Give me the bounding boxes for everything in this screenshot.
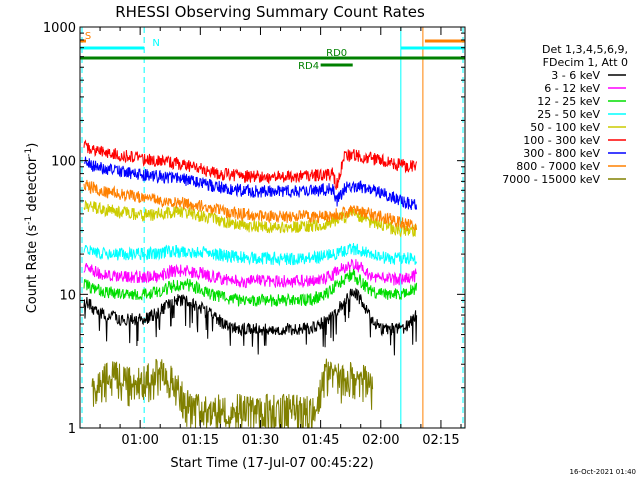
- x-tick-label-2: 01:30: [242, 433, 279, 448]
- legend-label-1: 6 - 12 keV: [544, 82, 600, 95]
- series-line-1: [83, 258, 418, 289]
- state-flag-label-RD0: RD0: [326, 48, 347, 59]
- x-tick-label-4: 02:00: [362, 433, 399, 448]
- series-line-6: [83, 156, 418, 210]
- legend-label-8: 7000 - 15000 keV: [502, 173, 600, 186]
- state-flag-label-RD4: RD4: [298, 61, 319, 72]
- legend-label-5: 100 - 300 keV: [523, 134, 600, 147]
- x-tick-label-5: 02:15: [422, 433, 459, 448]
- legend-label-3: 25 - 50 keV: [537, 108, 600, 121]
- state-flag-label-N: N: [152, 38, 159, 49]
- y-tick-label-1: 10: [59, 288, 76, 303]
- legend-label-7: 800 - 7000 keV: [516, 160, 600, 173]
- legend-label-2: 12 - 25 keV: [537, 95, 600, 108]
- footer-timestamp: 16-Oct-2021 01:40: [570, 468, 636, 476]
- series-line-5: [83, 139, 418, 190]
- y-tick-label-3: 1000: [43, 21, 76, 36]
- legend-header-line-2: FDecim 1, Att 0: [543, 56, 628, 69]
- series-line-3: [83, 242, 418, 267]
- series-line-4: [83, 200, 418, 239]
- time-markers: [81, 27, 464, 428]
- legend-label-0: 3 - 6 keV: [551, 69, 600, 82]
- chart-title: RHESSI Observing Summary Count Rates: [115, 3, 425, 21]
- series-line-8: [91, 358, 374, 428]
- legend-label-4: 50 - 100 keV: [530, 121, 600, 134]
- series-group: [83, 139, 418, 428]
- state-flag-label-S: S: [85, 31, 91, 42]
- y-axis-label: Count Rate (s-1 detector-1): [24, 143, 40, 314]
- series-line-7: [83, 179, 418, 232]
- x-tick-label-0: 01:00: [121, 433, 158, 448]
- y-tick-label-2: 100: [51, 155, 76, 170]
- plot-frame: [79, 26, 466, 429]
- legend: Det 1,3,4,5,6,9, FDecim 1, Att 0 3 - 6 k…: [502, 43, 628, 186]
- series-line-0: [83, 287, 418, 356]
- series-line-2: [83, 269, 418, 308]
- state-flags: S N RD0 RD4: [80, 31, 465, 72]
- axes: 01:00 01:15 01:30 01:45 02:00 02:15 1 10 100 1000: [43, 21, 465, 448]
- x-tick-label-3: 01:45: [302, 433, 339, 448]
- x-axis-label: Start Time (17-Jul-07 00:45:22): [170, 456, 373, 471]
- legend-header-line-1: Det 1,3,4,5,6,9,: [542, 43, 628, 56]
- x-tick-label-1: 01:15: [182, 433, 219, 448]
- y-tick-label-0: 1: [68, 422, 76, 437]
- legend-label-6: 300 - 800 keV: [523, 147, 600, 160]
